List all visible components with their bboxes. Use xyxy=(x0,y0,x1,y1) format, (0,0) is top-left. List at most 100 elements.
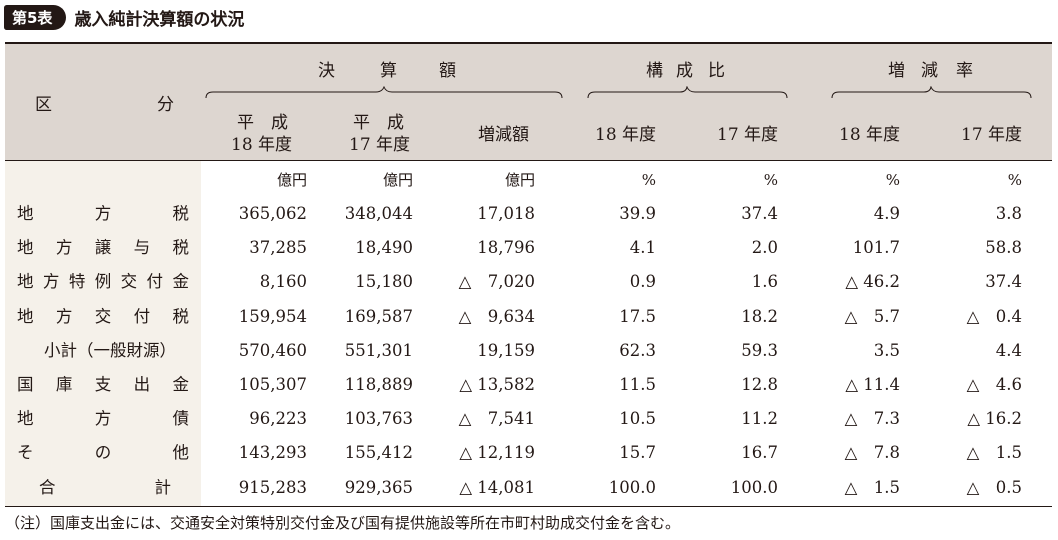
kousei-brace xyxy=(587,86,788,99)
table-cell: △ 1.5 xyxy=(966,443,1022,463)
table-cell: △ 9,634 xyxy=(458,306,535,326)
row-label-column xyxy=(5,161,201,506)
header-kessan-3: 額 xyxy=(439,61,456,81)
table-cell: 15,180 xyxy=(355,272,413,292)
table-cell: 18.2 xyxy=(741,306,778,326)
table-cell: 915,283 xyxy=(238,477,307,497)
table-cell: 3.5 xyxy=(873,340,900,360)
table-cell: 100.0 xyxy=(608,477,656,497)
header-kubun-2: 分 xyxy=(157,95,174,115)
table-cell: 570,460 xyxy=(238,340,307,360)
table-cell: 2.0 xyxy=(751,238,778,258)
table-cell: 16.7 xyxy=(741,443,778,463)
table-row: 地 方 譲 与 税 37,285 18,490 18,796 4.1 2.0 101.7 58.8 xyxy=(5,231,1052,265)
row-label-char: 支 xyxy=(94,375,112,394)
row-label-char: 与 xyxy=(133,238,151,258)
row-label-char: 地 xyxy=(17,272,34,292)
table-cell: 159,954 xyxy=(238,306,307,326)
row-label-char: 他 xyxy=(172,443,190,463)
table-cell: 96,223 xyxy=(249,409,307,429)
header-zougen-2: 減 xyxy=(921,61,938,81)
table-cell: △ 13,582 xyxy=(459,375,535,394)
table-cell: 100.0 xyxy=(730,477,778,497)
row-label-char: 国 xyxy=(17,375,34,394)
table-cell: 15.7 xyxy=(619,443,656,463)
table-cell: △ 46.2 xyxy=(845,272,900,292)
table-cell: 37.4 xyxy=(985,272,1022,292)
row-label: 地方交付税 xyxy=(17,300,189,334)
row-label-char: 地 xyxy=(17,204,34,223)
row-label-char: 金 xyxy=(172,272,189,292)
table-cell: 58.8 xyxy=(985,238,1022,258)
header-zougen-18: 18 年度 xyxy=(839,125,901,145)
table-row: 地方特例交付金 8,160 15,180 △ 7,020 0.9 1.6 △ 46.2 37.… xyxy=(5,265,1052,299)
row-label-char: 付 xyxy=(146,272,164,292)
table-cell: 12.8 xyxy=(741,375,778,394)
table-cell: △ 14,081 xyxy=(459,477,535,497)
table-cell: △ 7,541 xyxy=(458,409,535,429)
table-cell: △ 7.3 xyxy=(844,409,900,429)
table-cell: 37.4 xyxy=(741,204,778,223)
table-cell: 348,044 xyxy=(344,204,413,223)
table-cell: 11.5 xyxy=(619,375,656,394)
table-cell: 62.3 xyxy=(619,340,656,360)
table-cell: 17.5 xyxy=(619,306,656,326)
table-cell: △ 12,119 xyxy=(459,443,535,463)
header-h18-top: 平 成 xyxy=(237,113,288,133)
header-kousei-18: 18 年度 xyxy=(595,125,657,145)
header-zougen-1: 増 xyxy=(888,61,905,81)
row-label: 地方税 xyxy=(17,197,189,231)
header-h17-top: 平 成 xyxy=(353,113,404,133)
row-label-char: 出 xyxy=(133,375,151,394)
table-cell: 105,307 xyxy=(238,375,307,394)
row-label-char: 債 xyxy=(172,409,190,429)
table-cell: △ 7,020 xyxy=(458,272,535,292)
table-cell: 37,285 xyxy=(249,238,307,258)
table-cell: 103,763 xyxy=(344,409,413,429)
table-cell: △ 16.2 xyxy=(967,409,1022,429)
row-label-char: 庫 xyxy=(55,375,73,394)
row-label-char: 方 xyxy=(55,238,73,258)
row-label-char: 地 xyxy=(17,306,34,326)
table-title: 歳入純計決算額の状況 xyxy=(74,9,245,30)
table-number-badge: 第5表 xyxy=(4,4,67,30)
table-cell: 8,160 xyxy=(259,272,307,292)
table-row: そ の 他 143,293 155,412 △ 12,119 15.7 16.7 △ 7.8 △ … xyxy=(5,436,1052,470)
row-label-char: 地 xyxy=(17,238,34,258)
row-label-char: 計 xyxy=(154,477,172,497)
footnote: （注）国庫支出金には、交通安全対策特別交付金及び国有提供施設等所在市町村助成交付… xyxy=(5,514,681,532)
row-label-char: 方 xyxy=(55,306,73,326)
row-label-char: 税 xyxy=(172,306,190,326)
header-zougen-17: 17 年度 xyxy=(961,125,1023,145)
table-cell: 59.3 xyxy=(741,340,778,360)
table-cell: 18,796 xyxy=(477,238,535,258)
table-row: 地 方 債 96,223 103,763 △ 7,541 10.5 11.2 △ 7.3 △ 16… xyxy=(5,402,1052,436)
header-kousei-17: 17 年度 xyxy=(717,125,779,145)
table-cell: 4.9 xyxy=(873,204,900,223)
table-cell: △ 11.4 xyxy=(845,375,900,394)
row-label-char: 金 xyxy=(172,375,190,394)
row-label-char: 方 xyxy=(94,204,112,223)
table-cell: △ 0.5 xyxy=(966,477,1022,497)
row-label-char: 小計（一般財源） xyxy=(44,340,176,360)
table-cell: 39.9 xyxy=(619,204,656,223)
table-cell: 365,062 xyxy=(238,204,307,223)
table-row: 国 庫 支 出 金 105,307 118,889 △ 13,582 11.5 12.8 △ 11.… xyxy=(5,368,1052,402)
row-label-char: 特 xyxy=(68,272,86,292)
table-cell: △ 7.8 xyxy=(844,443,900,463)
kessan-brace xyxy=(205,86,563,99)
table-body: 億円 億円 億円 % % % % 地方税 365,062 348,044 17,018… xyxy=(5,161,1052,507)
table-row: 地 方 税 365,062 348,044 17,018 39.9 37.4 4.9 3.8 xyxy=(5,197,1052,231)
row-label: 合計 xyxy=(39,471,171,505)
table-cell: 169,587 xyxy=(344,306,413,326)
table-cell: 1.6 xyxy=(751,272,778,292)
row-label-char: 譲 xyxy=(94,238,112,258)
table-cell: 118,889 xyxy=(344,375,413,394)
table-cell: 3.8 xyxy=(995,204,1022,223)
unit-cell: 億円 xyxy=(382,171,413,189)
table-cell: 11.2 xyxy=(741,409,778,429)
header-zougen-3: 率 xyxy=(956,61,973,81)
row-label-char: 方 xyxy=(94,409,112,429)
header-kousei-1: 構 xyxy=(646,61,663,81)
header-kousei-2: 成 xyxy=(676,61,693,81)
